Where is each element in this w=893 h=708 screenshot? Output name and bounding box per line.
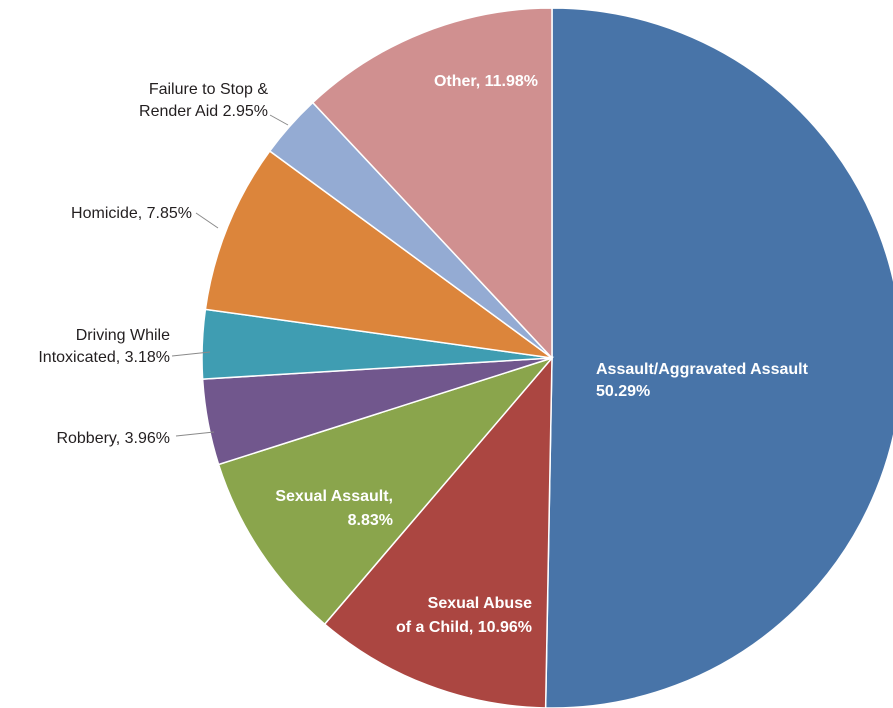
slice-label-line: 8.83% [348,512,393,529]
slice-label-line: Render Aid 2.95% [139,103,268,120]
pie-slice-sexual-assault [217,356,555,626]
slice-label-sexual-assault: Sexual Assault, 8.83% [275,488,393,529]
slice-label-assault-aggravated-assault: Assault/Aggravated Assault 50.29% [596,361,809,400]
leader-lines [171,114,289,437]
slice-label-other: Other, 11.98% [434,73,538,90]
slice-label-line: Robbery, 3.96% [56,430,170,447]
slice-label-homicide: Homicide, 7.85% [71,205,192,222]
slice-label-failure-to-stop-and-render-aid: Failure to Stop & Render Aid 2.95% [139,81,268,120]
slice-label-line: Other, 11.98% [434,73,538,90]
slice-label-line: Intoxicated, 3.18% [38,349,170,366]
slice-labels: Assault/Aggravated Assault 50.29% Sexual A… [38,73,808,636]
leader-line-failure-to-stop-and-render-aid [269,114,289,126]
pie-slices [201,7,893,708]
slice-label-line: Driving While [76,327,170,344]
slice-label-line: 50.29% [596,383,650,400]
slice-label-line: Homicide, 7.85% [71,205,192,222]
pie-slice-assault-aggravated-assault [544,7,893,708]
leader-line-driving-while-intoxicated [171,351,211,357]
slice-label-sexual-abuse-of-a-child: Sexual Abuse of a Child, 10.96% [396,595,532,636]
slice-label-line: Failure to Stop & [149,81,269,98]
slice-label-line: Assault/Aggravated Assault [596,361,809,378]
pie-slice-other [311,7,553,360]
slice-label-line: Sexual Assault, [275,488,393,505]
slice-label-line: Sexual Abuse [428,595,532,612]
slice-label-line: of a Child, 10.96% [396,619,532,636]
leader-line-robbery [175,431,215,437]
pie-slice-sexual-abuse-of-a-child [323,355,553,708]
leader-line-homicide [195,212,219,229]
pie-slice-homicide [204,149,553,359]
slice-label-driving-while-intoxicated: Driving While Intoxicated, 3.18% [38,327,170,366]
slice-label-robbery: Robbery, 3.96% [56,430,170,447]
